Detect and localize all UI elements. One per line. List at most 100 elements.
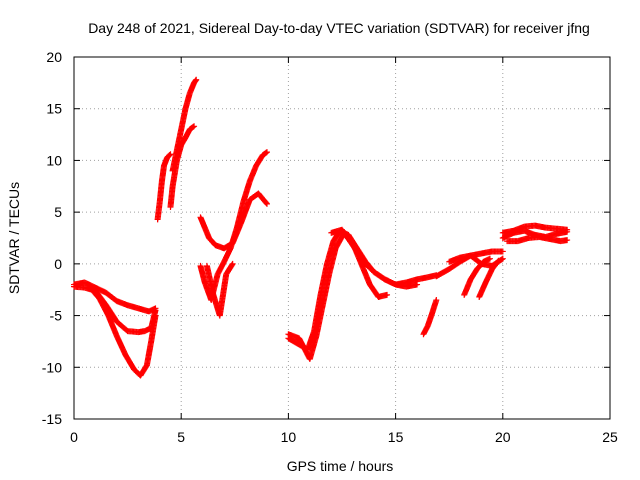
data-point (564, 228, 571, 235)
data-point (122, 351, 129, 358)
data-point (135, 305, 142, 312)
data-point (330, 238, 337, 245)
data-point (253, 162, 260, 169)
data-point (392, 281, 399, 288)
data-point (193, 76, 200, 83)
data-point (499, 229, 506, 236)
data-point (553, 230, 560, 237)
data-point (521, 227, 528, 234)
data-point (154, 216, 161, 223)
data-point (531, 222, 538, 229)
data-point (424, 274, 431, 281)
data-point (186, 90, 193, 97)
data-point (478, 250, 485, 257)
data-point (494, 258, 501, 265)
data-point (240, 198, 247, 205)
data-point (381, 276, 388, 283)
data-point (456, 254, 463, 261)
data-point (212, 242, 219, 249)
data-point (191, 123, 198, 130)
x-tick-label: 5 (177, 429, 185, 445)
data-point (156, 198, 163, 205)
y-tick-label: 0 (54, 256, 62, 272)
data-point (201, 224, 208, 231)
data-point (182, 134, 189, 141)
data-point (103, 289, 110, 296)
data-point (414, 281, 421, 288)
data-point (81, 279, 88, 286)
data-point (233, 224, 240, 231)
x-tick-label: 0 (70, 429, 78, 445)
data-point (263, 200, 270, 207)
data-point (203, 262, 210, 269)
data-point (525, 235, 532, 241)
data-point (446, 258, 453, 265)
data-point (178, 126, 185, 133)
data-point (495, 257, 502, 264)
data-point (429, 310, 436, 317)
data-point (146, 308, 153, 315)
data-point (476, 293, 483, 300)
data-point (169, 183, 176, 190)
data-point (263, 149, 270, 156)
data-point (201, 279, 208, 286)
data-point (216, 312, 223, 319)
data-point (152, 312, 159, 319)
data-point (263, 149, 270, 156)
data-point (137, 372, 144, 379)
data-point (113, 318, 120, 325)
data-point (113, 333, 120, 340)
data-point (482, 279, 489, 286)
series-arc-j (286, 228, 439, 353)
data-point (190, 123, 197, 130)
data-point (124, 302, 131, 309)
data-point (164, 154, 171, 161)
data-point (141, 328, 148, 335)
data-point (259, 152, 266, 159)
x-tick-label: 25 (602, 429, 618, 445)
data-point (124, 328, 131, 335)
data-point (173, 147, 180, 154)
data-point (313, 333, 320, 340)
data-point (339, 226, 345, 233)
data-point (384, 291, 391, 298)
data-point (489, 266, 496, 273)
axis-ticks: 0 5 10 15 20 25 -15 -10 -5 0 5 10 15 20 (42, 49, 618, 445)
data-point (88, 285, 95, 292)
data-point (489, 248, 496, 255)
y-tick-label: 10 (46, 152, 62, 168)
data-point (564, 237, 571, 244)
data-point (433, 273, 440, 280)
data-point (499, 255, 506, 262)
data-point (486, 255, 493, 262)
y-tick-label: -5 (50, 308, 63, 324)
data-point (349, 242, 356, 249)
data-point (306, 356, 313, 363)
data-point (71, 283, 77, 290)
data-point (296, 335, 303, 342)
data-point (263, 200, 270, 207)
data-point (167, 151, 174, 158)
data-point (414, 276, 421, 283)
data-point (105, 312, 112, 319)
data-point (433, 297, 440, 304)
data-point (167, 203, 174, 210)
data-point (557, 238, 564, 245)
data-point (480, 258, 487, 265)
data-point (285, 331, 292, 338)
x-tick-label: 10 (281, 429, 297, 445)
data-point (161, 162, 168, 169)
data-point (424, 322, 431, 329)
y-tick-label: 15 (46, 101, 62, 117)
data-point (319, 302, 326, 309)
data-point (474, 266, 481, 273)
data-point (148, 338, 155, 345)
data-point (221, 245, 228, 252)
data-point (510, 229, 517, 236)
data-point (186, 126, 193, 133)
data-point (403, 283, 410, 290)
data-point (332, 245, 339, 252)
data-point (158, 178, 165, 185)
data-point (498, 256, 505, 263)
series-arc-m (421, 298, 439, 337)
